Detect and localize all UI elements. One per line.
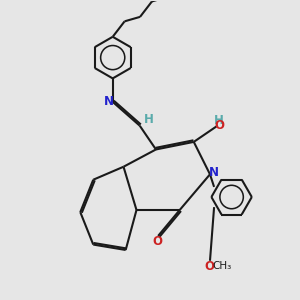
Text: O: O xyxy=(152,236,163,248)
Text: H: H xyxy=(214,114,224,127)
Text: N: N xyxy=(104,95,114,108)
Text: H: H xyxy=(144,113,154,126)
Text: CH₃: CH₃ xyxy=(213,261,232,271)
Text: O: O xyxy=(214,118,224,132)
Text: O: O xyxy=(204,260,214,273)
Text: N: N xyxy=(209,166,219,179)
